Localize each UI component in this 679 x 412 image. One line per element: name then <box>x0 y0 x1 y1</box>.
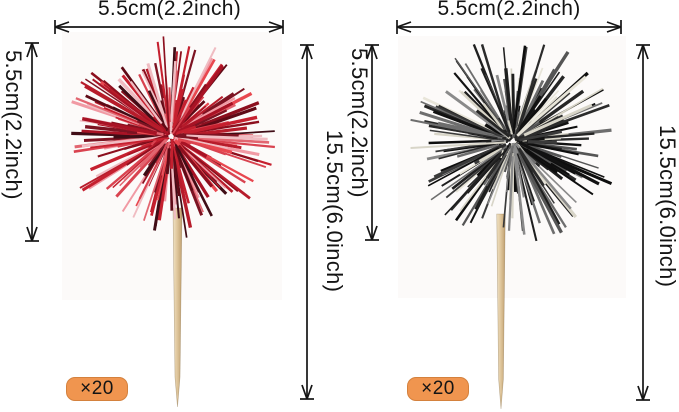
red-quantity-badge: ×20 <box>66 377 128 401</box>
black-quantity-badge: ×20 <box>407 377 469 401</box>
black-total-height-dimension-label: 15.5cm(6.0inch) <box>655 125 679 288</box>
red-quantity-text: ×20 <box>80 378 114 399</box>
black-pom-height-dimension-label: 5.5cm(2.2inch) <box>347 48 372 198</box>
red-total-height-dimension-label: 15.5cm(6.0inch) <box>322 130 347 293</box>
red-width-dimension-label: 5.5cm(2.2inch) <box>97 0 242 20</box>
black-width-dimension-label: 5.5cm(2.2inch) <box>437 0 581 20</box>
red-pom-height-dimension-label: 5.5cm(2.2inch) <box>1 50 26 200</box>
black-quantity-text: ×20 <box>421 378 455 399</box>
